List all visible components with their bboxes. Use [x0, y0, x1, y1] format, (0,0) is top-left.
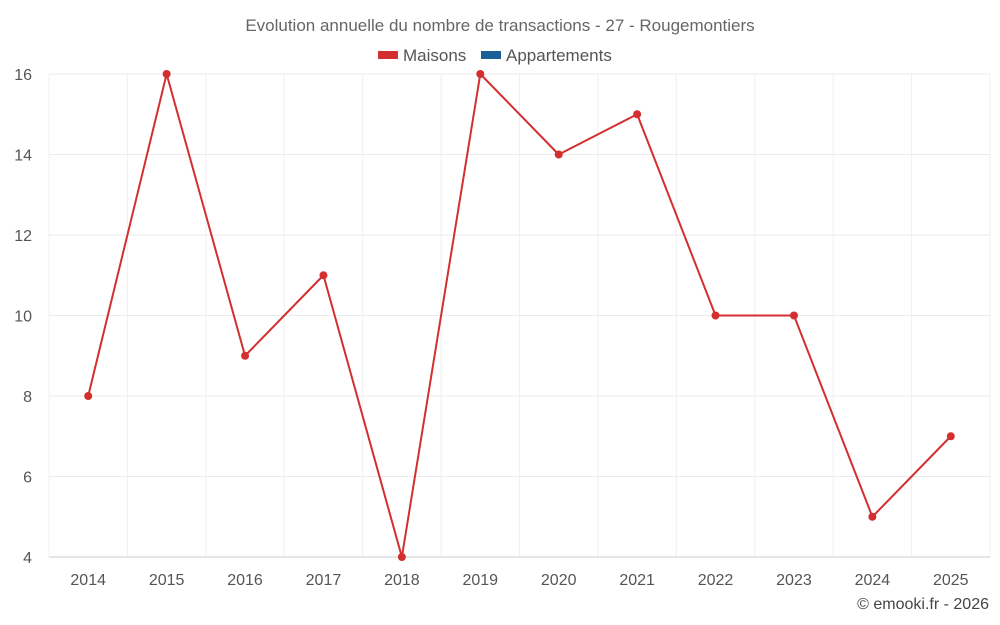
data-point[interactable]: [397, 553, 406, 561]
x-tick-label: 2023: [776, 572, 812, 589]
y-tick-label: 14: [14, 148, 32, 165]
x-tick-label: 2021: [619, 572, 655, 589]
legend-label-maisons: Maisons: [403, 46, 466, 65]
data-point[interactable]: [633, 110, 642, 119]
legend-label-appartements: Appartements: [506, 46, 612, 65]
y-tick-label: 4: [23, 550, 32, 567]
chart-title: Evolution annuelle du nombre de transact…: [245, 16, 754, 35]
data-point[interactable]: [162, 70, 171, 78]
x-tick-label: 2015: [149, 572, 185, 589]
data-point[interactable]: [946, 432, 955, 441]
x-tick-label: 2025: [933, 572, 969, 589]
y-tick-label: 10: [14, 309, 32, 326]
grid: [48, 73, 991, 558]
data-point[interactable]: [241, 351, 250, 360]
data-point[interactable]: [554, 150, 563, 159]
series-line-maisons: [87, 73, 952, 558]
legend-swatch-appartements: [481, 51, 501, 59]
legend-item-maisons[interactable]: Maisons: [378, 46, 466, 65]
x-tick-label: 2019: [462, 572, 498, 589]
x-tick-label: 2022: [698, 572, 734, 589]
y-tick-label: 12: [14, 228, 32, 245]
legend-swatch-maisons: [378, 51, 398, 59]
data-point[interactable]: [319, 271, 328, 280]
series-maisons: [84, 70, 955, 561]
credit: © emooki.fr - 2026: [857, 596, 989, 613]
x-tick-label: 2018: [384, 572, 420, 589]
legend[interactable]: Maisons Appartements: [378, 46, 612, 65]
x-tick-label: 2020: [541, 572, 577, 589]
legend-item-appartements[interactable]: Appartements: [481, 46, 612, 65]
y-axis: 4 6 8 10 12 14 16: [14, 67, 32, 567]
data-point[interactable]: [711, 311, 720, 320]
x-axis: 2014 2015 2016 2017 2018 2019 2020 2021 2022 2023…: [70, 572, 968, 589]
x-tick-label: 2017: [306, 572, 342, 589]
data-point[interactable]: [84, 392, 93, 400]
data-point[interactable]: [789, 311, 798, 320]
data-point[interactable]: [476, 70, 485, 78]
y-tick-label: 6: [23, 470, 32, 487]
x-tick-label: 2024: [855, 572, 891, 589]
x-tick-label: 2014: [70, 572, 106, 589]
data-point[interactable]: [868, 512, 877, 521]
y-tick-label: 8: [23, 389, 32, 406]
x-tick-label: 2016: [227, 572, 263, 589]
y-tick-label: 16: [14, 67, 32, 84]
